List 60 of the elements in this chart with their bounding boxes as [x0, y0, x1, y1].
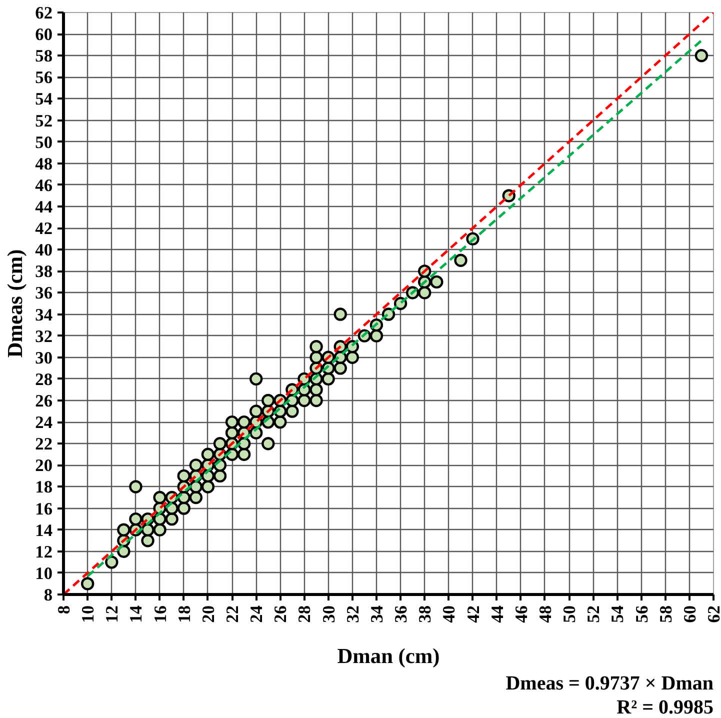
x-tick-label: 38	[416, 605, 435, 623]
x-tick-label: 18	[174, 605, 194, 623]
y-tick-label: 36	[35, 284, 53, 303]
x-tick-label: 30	[319, 606, 338, 623]
y-axis-title: Dmeas (cm)	[3, 249, 28, 358]
x-tick-label: 28	[295, 605, 314, 623]
y-tick-label: 34	[35, 305, 53, 324]
x-tick-label: 16	[150, 605, 170, 623]
y-tick-label: 22	[35, 434, 52, 454]
x-tick-label: 20	[198, 606, 218, 623]
y-tick-label: 8	[44, 586, 53, 604]
x-tick-label: 56	[632, 605, 652, 623]
y-tick-label: 42	[35, 219, 52, 238]
x-tick-label: 22	[223, 606, 242, 623]
y-tick-label: 20	[35, 456, 52, 476]
y-tick-label: 60	[35, 25, 52, 44]
y-tick-label: 48	[35, 154, 53, 174]
y-tick-label: 18	[35, 478, 53, 497]
x-tick-label: 12	[102, 606, 122, 623]
y-tick-label: 12	[35, 542, 52, 562]
y-tick-label: 30	[35, 348, 52, 368]
x-tick-label: 60	[680, 606, 700, 623]
y-tick-label: 62	[35, 4, 52, 22]
y-tick-label: 38	[35, 262, 53, 282]
x-tick-label: 10	[78, 606, 98, 623]
x-tick-label: 48	[536, 605, 555, 623]
y-tick-label: 56	[35, 68, 53, 88]
y-tick-label: 26	[35, 392, 53, 410]
x-tick-label: 24	[247, 605, 266, 623]
x-tick-label: 26	[271, 605, 290, 623]
x-tick-label: 32	[343, 606, 362, 623]
y-tick-label: 54	[35, 90, 53, 109]
text: Dmeas = 0.9737 × Dman	[506, 672, 714, 694]
x-tick-label: 50	[560, 606, 580, 623]
x-tick-label: 44	[488, 605, 507, 623]
x-tick-label: 52	[584, 606, 604, 623]
y-tick-label: 28	[35, 370, 53, 389]
x-tick-label: 58	[656, 605, 676, 623]
y-tick-label: 44	[35, 198, 53, 216]
x-tick-label: 42	[464, 606, 483, 623]
text: R² = 0.9985	[616, 696, 714, 718]
x-tick-label: 8	[54, 605, 74, 614]
y-tick-label: 50	[35, 132, 52, 152]
y-tick-label: 58	[35, 46, 53, 66]
y-tick-label: 46	[35, 176, 53, 195]
x-tick-label: 36	[392, 605, 411, 623]
y-tick-label: 10	[35, 564, 52, 583]
x-tick-label: 62	[704, 606, 721, 623]
y-tick-label: 14	[35, 520, 53, 540]
x-tick-label: 46	[512, 605, 531, 623]
x-tick-label: 14	[126, 605, 146, 623]
y-tick-label: 16	[35, 499, 53, 518]
y-tick-label: 40	[35, 240, 52, 260]
x-axis-title: Dman (cm)	[337, 644, 440, 668]
x-tick-label: 54	[608, 605, 628, 623]
x-tick-label: 40	[440, 606, 459, 623]
x-tick-label: 34	[367, 605, 386, 623]
y-tick-label: 32	[35, 326, 52, 346]
y-tick-label: 24	[35, 413, 53, 432]
y-tick-label: 52	[35, 111, 52, 130]
